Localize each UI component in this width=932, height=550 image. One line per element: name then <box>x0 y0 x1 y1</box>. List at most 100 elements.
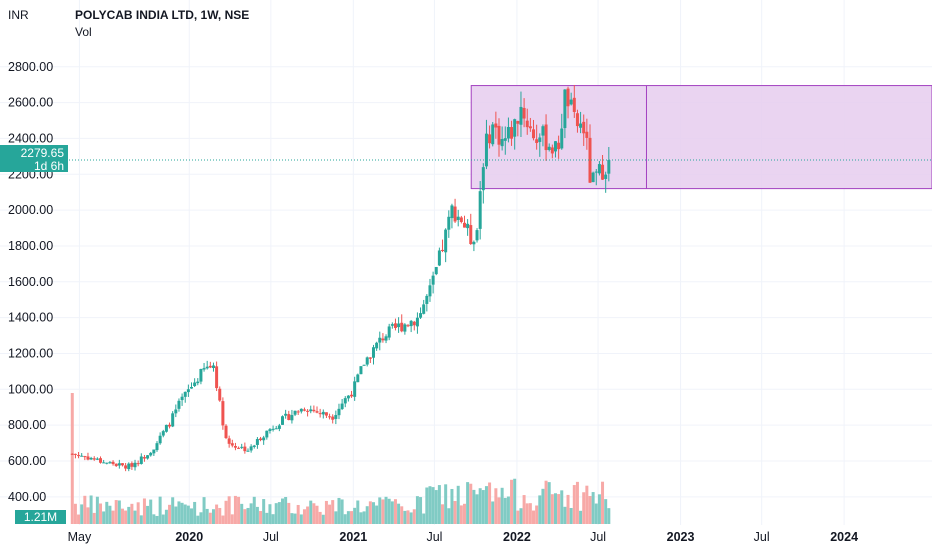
candle-body <box>249 446 253 451</box>
volume-bar <box>553 493 557 524</box>
candle-body <box>550 147 554 154</box>
volume-bar <box>315 505 319 524</box>
volume-bar <box>484 486 488 524</box>
volume-bar <box>83 495 87 524</box>
candle-body <box>450 205 454 219</box>
candle-body <box>230 443 234 446</box>
x-tick-label: 2021 <box>339 530 367 544</box>
volume-bar <box>588 496 592 524</box>
volume-bar <box>80 504 84 524</box>
x-tick-label: Jul <box>263 530 279 544</box>
volume-bar <box>268 504 272 524</box>
volume-bar <box>86 507 90 524</box>
volume-bar <box>324 500 328 524</box>
candle-body <box>70 453 74 455</box>
candle-body <box>284 413 288 416</box>
candle-body <box>356 374 360 383</box>
volume-bar <box>155 515 159 524</box>
candle-body <box>77 455 81 457</box>
x-tick-label: Jul <box>426 530 442 544</box>
candle-body <box>535 139 539 143</box>
last-price-badge: 2279.65 1d 6h <box>0 145 68 173</box>
volume-bar <box>142 498 146 524</box>
candle-body <box>594 171 598 173</box>
candle-body <box>287 414 291 421</box>
candle-body <box>541 126 545 136</box>
volume-bar <box>318 511 322 524</box>
candle-body <box>390 324 394 326</box>
candle-body <box>456 216 460 220</box>
volume-bar <box>133 510 137 524</box>
volume-bar <box>117 500 121 524</box>
candle-body <box>183 391 187 397</box>
volume-bar <box>202 497 206 524</box>
volume-bar <box>281 498 284 524</box>
candle-body <box>274 428 278 430</box>
candle-body <box>538 137 542 142</box>
candle-body <box>158 435 162 444</box>
candle-body <box>271 428 275 430</box>
candle-body <box>124 465 128 469</box>
candle-body <box>133 462 137 468</box>
candle-body <box>532 129 536 139</box>
candle-body <box>136 463 140 465</box>
candle-body <box>117 463 121 466</box>
volume-bar <box>434 490 438 524</box>
candle-body <box>255 439 259 445</box>
range-rectangle[interactable] <box>470 85 932 190</box>
candle-body <box>387 326 391 338</box>
candle-body <box>469 225 473 245</box>
volume-bar <box>375 505 379 524</box>
candle-body <box>368 357 372 359</box>
volume-bar <box>111 510 115 524</box>
volume-bar <box>575 481 579 524</box>
volume-bar <box>597 494 601 524</box>
volume-bar <box>350 511 354 524</box>
volume-bar <box>215 504 219 524</box>
volume-bar <box>469 483 473 524</box>
volume-bar <box>497 497 501 524</box>
candle-body <box>563 89 567 129</box>
candle-body <box>321 411 325 415</box>
volume-bar <box>243 509 247 524</box>
bar-countdown: 1d 6h <box>33 159 64 173</box>
volume-bar <box>196 515 200 524</box>
candle-body <box>302 409 306 411</box>
candle-body <box>510 127 514 139</box>
volume-bar <box>510 479 514 524</box>
volume-bar <box>579 510 583 524</box>
candle-body <box>142 457 146 459</box>
volume-bar <box>309 500 313 524</box>
candle-body <box>114 463 118 467</box>
candle-body <box>575 113 579 127</box>
candle-body <box>73 453 77 455</box>
candle-body <box>299 408 303 412</box>
candle-body <box>431 275 435 285</box>
x-tick-label: Jul <box>754 530 770 544</box>
y-axis[interactable]: 400.00 600.00 800.00 1000.00 1200.00 1400.00 1… <box>8 60 53 504</box>
volume-bar <box>538 495 542 524</box>
volume-bar <box>607 508 611 524</box>
candle-body <box>331 416 335 420</box>
volume-bar <box>397 503 401 524</box>
x-axis[interactable]: May 2020 Jul 2021 Jul 2022 Jul 2023 Jul 2024 <box>68 530 858 544</box>
volume-bar <box>274 503 278 524</box>
volume-bar <box>127 506 131 524</box>
currency-label: INR <box>8 8 29 22</box>
volume-bar <box>290 513 294 524</box>
chart-title: POLYCAB INDIA LTD, 1W, NSE <box>75 8 250 22</box>
candle-body <box>569 99 573 105</box>
volume-bar <box>403 510 407 524</box>
candle-body <box>441 249 445 252</box>
volume-bar <box>73 503 77 524</box>
volume-bar <box>525 503 529 524</box>
volume-bar <box>547 482 551 524</box>
volume-bar <box>146 505 150 524</box>
candle-body <box>579 123 583 128</box>
candle-body <box>353 381 357 397</box>
candle-body <box>459 217 463 222</box>
volume-bar <box>378 497 382 524</box>
candle-body <box>350 394 354 397</box>
candle-body <box>346 395 350 399</box>
